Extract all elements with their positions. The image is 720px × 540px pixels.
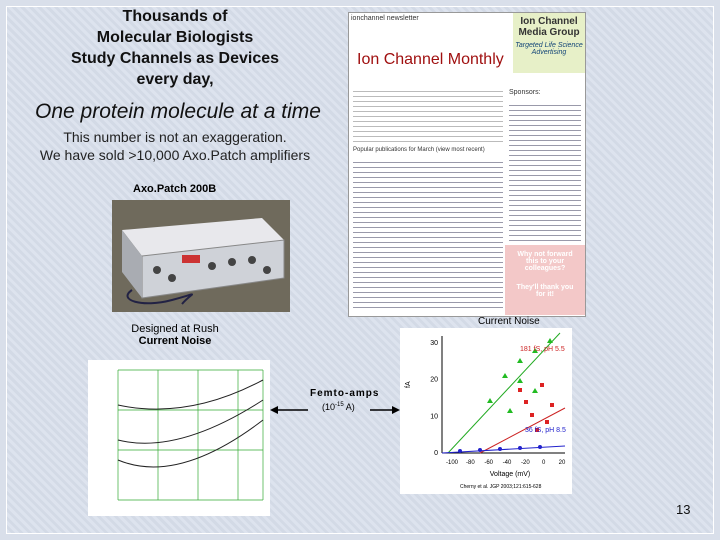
y-tick-label: 30 bbox=[430, 340, 438, 347]
amp-display bbox=[182, 255, 200, 263]
newsletter-tab: ionchannel newsletter bbox=[351, 15, 419, 22]
unit-exponent: -15 bbox=[335, 402, 344, 408]
noise-bg bbox=[88, 360, 270, 516]
headline-line: Study Channels as Devices bbox=[70, 50, 280, 67]
brand-line: Ion Channel bbox=[520, 16, 578, 27]
headline-line: Molecular Biologists bbox=[96, 29, 254, 46]
note-line: We have sold >10,000 Axo.Patch amplifier… bbox=[39, 147, 311, 163]
design-line: Current Noise bbox=[138, 335, 212, 347]
scatter-chart: 181 fS, pH 5.5 36 fS, pH 8.5 fA Voltage … bbox=[400, 328, 572, 494]
y-tick-label: 20 bbox=[430, 377, 438, 384]
popular: Popular publications for March (view mos… bbox=[353, 147, 485, 153]
x-tick-label: -20 bbox=[521, 460, 530, 466]
brand-line: Media Group bbox=[518, 27, 580, 38]
y-tick-label: 0 bbox=[434, 450, 438, 457]
series-label: 36 fS, pH 8.5 bbox=[525, 427, 566, 434]
arrowhead bbox=[270, 406, 278, 414]
photo-caption: Axo.Patch 200B bbox=[133, 183, 217, 195]
promo-line: for it! bbox=[536, 291, 554, 298]
knobs bbox=[153, 256, 271, 282]
arrows bbox=[270, 406, 400, 414]
x-tick-label: 0 bbox=[542, 460, 546, 466]
citation: Cherny et al. JGP 2003;121:615-628 bbox=[460, 484, 542, 490]
unit: (10 bbox=[322, 402, 336, 412]
unit: A) bbox=[343, 402, 355, 412]
x-label: Voltage (mV) bbox=[490, 471, 530, 478]
promo: Why not forward this to your colleagues?… bbox=[505, 245, 585, 315]
text-block bbox=[353, 158, 503, 308]
page-number: 13 bbox=[676, 502, 691, 517]
text-block bbox=[353, 87, 503, 142]
emphasis: One protein molecule at a time bbox=[35, 100, 321, 123]
arrowhead bbox=[392, 406, 400, 414]
amp-top bbox=[122, 218, 284, 256]
fit-line bbox=[441, 445, 566, 454]
fit-line bbox=[479, 407, 566, 454]
scatter-bg bbox=[400, 328, 572, 494]
cable bbox=[126, 289, 193, 305]
tagline: Advertising bbox=[531, 49, 567, 56]
headline-line: every day, bbox=[136, 71, 214, 88]
headline: Thousands of Molecular Biologists Study … bbox=[20, 6, 330, 90]
callout-label: Femto-amps bbox=[310, 388, 380, 399]
note-line: This number is not an exaggeration. bbox=[63, 129, 287, 145]
callout-unit: (10-15 A) bbox=[322, 402, 355, 412]
x-tick-label: -100 bbox=[446, 460, 459, 466]
series-label: 181 fS, pH 5.5 bbox=[520, 346, 565, 353]
amplifier-photo bbox=[112, 200, 290, 312]
x-tick-label: -60 bbox=[484, 460, 493, 466]
fit-line bbox=[447, 332, 561, 454]
note: This number is not an exaggeration. We h… bbox=[10, 128, 340, 164]
brand-box: Ion Channel Media Group Targeted Life Sc… bbox=[513, 13, 585, 73]
promo-line: Why not forward bbox=[517, 251, 573, 258]
tagline: Targeted Life Science bbox=[515, 42, 583, 49]
x-tick-label: 20 bbox=[559, 460, 566, 466]
sponsors: Sponsors: bbox=[509, 89, 541, 96]
red-points bbox=[518, 383, 554, 432]
design-line: Designed at Rush bbox=[131, 323, 219, 335]
amp-side bbox=[122, 230, 142, 298]
design-caption: Designed at Rush Current Noise bbox=[110, 323, 240, 347]
noise-chart bbox=[88, 360, 270, 516]
blue-points bbox=[458, 445, 542, 453]
headline-line: Thousands of bbox=[122, 8, 228, 25]
promo-line: this to your colleagues? bbox=[524, 258, 566, 272]
newsletter-title: Ion Channel Monthly bbox=[357, 51, 504, 68]
text-block bbox=[509, 101, 581, 241]
promo-line: They'll thank you bbox=[516, 284, 574, 291]
green-points bbox=[487, 338, 553, 413]
noise-curves bbox=[117, 379, 264, 468]
y-label: fA bbox=[405, 381, 412, 388]
scatter-title: Current Noise bbox=[478, 316, 540, 327]
x-tick-label: -40 bbox=[503, 460, 512, 466]
y-tick-label: 10 bbox=[430, 413, 438, 420]
newsletter: ionchannel newsletter Ion Channel Monthl… bbox=[348, 12, 586, 317]
x-tick-label: -80 bbox=[466, 460, 475, 466]
